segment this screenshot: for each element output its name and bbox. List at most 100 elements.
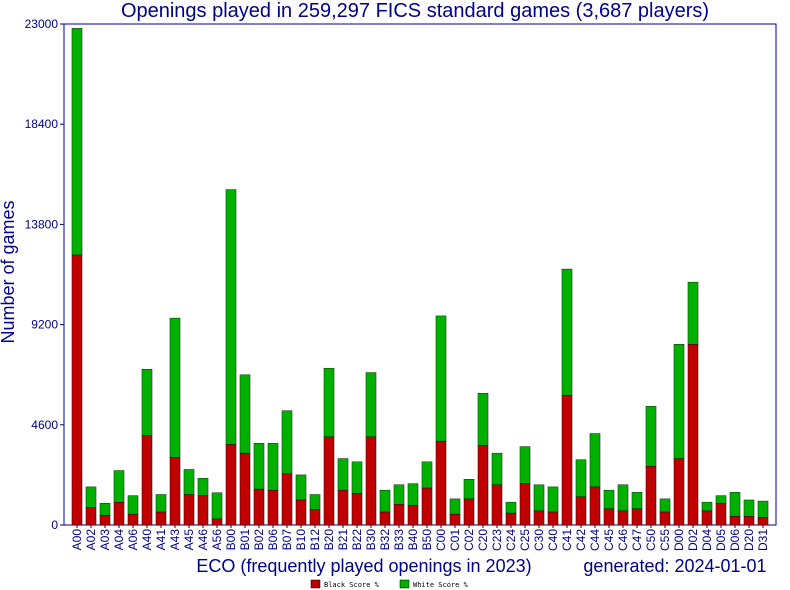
x-tick-label: B33	[392, 529, 406, 551]
x-tick-label: A43	[168, 529, 182, 551]
bar-white-B33	[393, 484, 405, 505]
x-tick-label: C44	[588, 529, 602, 551]
bar-black-C02	[463, 498, 475, 526]
bar-black-D06	[729, 516, 741, 526]
y-tick-label: 4600	[31, 418, 58, 432]
x-tick-label: A00	[70, 529, 84, 551]
bar-black-A00	[71, 254, 83, 526]
bar-black-C30	[533, 510, 545, 526]
bar-white-C41	[561, 268, 573, 396]
x-tick-label: A06	[126, 529, 140, 551]
bar-black-C41	[561, 395, 573, 526]
bar-black-C44	[589, 486, 601, 526]
bar-black-C25	[519, 483, 531, 526]
bar-white-A00	[71, 28, 83, 256]
bar-white-C02	[463, 479, 475, 500]
bar-black-A03	[99, 514, 111, 526]
bar-white-C45	[603, 489, 615, 509]
bar-black-C23	[491, 484, 503, 526]
bar-white-A03	[99, 503, 111, 516]
bar-black-D05	[715, 503, 727, 526]
bars	[71, 28, 769, 526]
bar-black-C46	[617, 510, 629, 526]
x-tick-label: B50	[420, 529, 434, 551]
bar-black-B12	[309, 509, 321, 526]
x-tick-label: B01	[238, 529, 252, 551]
x-tick-label: C47	[630, 529, 644, 551]
x-tick-label: C40	[546, 529, 560, 551]
bar-black-C00	[435, 440, 447, 526]
chart-title: Openings played in 259,297 FICS standard…	[121, 0, 709, 22]
x-tick-label: C30	[532, 529, 546, 551]
x-axis: A00 A02 A03 A04 A06 A40 A41 A43 A45 A46 A56 B00 B01 B…	[70, 525, 770, 551]
x-tick-label: B00	[224, 529, 238, 551]
plot-frame	[63, 23, 777, 526]
bar-black-C55	[659, 511, 671, 526]
x-tick-label: A41	[154, 529, 168, 551]
bar-black-D02	[687, 344, 699, 526]
bar-white-B30	[365, 372, 377, 437]
bar-black-B21	[337, 489, 349, 526]
bar-black-C01	[449, 513, 461, 526]
x-tick-label: D00	[672, 529, 686, 551]
bar-white-C42	[575, 459, 587, 497]
y-tick-label: 0	[51, 518, 58, 532]
y-tick-label: 18400	[25, 117, 59, 131]
bar-white-B06	[267, 443, 279, 491]
x-tick-label: C50	[644, 529, 658, 551]
bar-white-D02	[687, 281, 699, 345]
bar-black-B32	[379, 511, 391, 526]
bar-white-D04	[701, 501, 713, 512]
y-tick-label: 13800	[25, 217, 59, 231]
bar-black-A41	[155, 511, 167, 526]
x-tick-label: D04	[700, 529, 714, 551]
bar-white-D05	[715, 495, 727, 504]
bar-white-C24	[505, 501, 517, 514]
x-tick-label: C42	[574, 529, 588, 551]
bar-black-D00	[673, 458, 685, 526]
bar-black-B30	[365, 436, 377, 526]
x-axis-label: ECO (frequently played openings in 2023)	[196, 556, 531, 576]
x-tick-label: A40	[140, 529, 154, 551]
x-tick-label: B40	[406, 529, 420, 551]
x-tick-label: C41	[560, 529, 574, 551]
bar-white-C25	[519, 446, 531, 484]
bar-black-A56	[211, 518, 223, 526]
legend-label: White Score %	[413, 581, 469, 589]
x-tick-label: C55	[658, 529, 672, 551]
x-tick-label: C46	[616, 529, 630, 551]
legend-label: Black Score %	[324, 581, 380, 589]
bar-white-B50	[421, 461, 433, 489]
bar-white-B22	[351, 461, 363, 494]
bar-white-C40	[547, 486, 559, 513]
x-tick-label: B02	[252, 529, 266, 551]
bar-black-A40	[141, 435, 153, 526]
bar-black-B40	[407, 505, 419, 526]
x-tick-label: A04	[112, 529, 126, 551]
bar-white-C01	[449, 498, 461, 515]
x-tick-label: A02	[84, 529, 98, 551]
bar-black-A02	[85, 507, 97, 526]
x-tick-label: B12	[308, 529, 322, 551]
x-tick-label: A56	[210, 529, 224, 551]
bar-white-B07	[281, 410, 293, 475]
bar-black-B50	[421, 487, 433, 526]
bar-black-B22	[351, 493, 363, 526]
bar-white-C47	[631, 492, 643, 509]
bar-black-B07	[281, 473, 293, 526]
bar-white-A41	[155, 494, 167, 513]
bar-white-C50	[645, 406, 657, 467]
bar-white-D31	[757, 500, 769, 518]
bar-black-A46	[197, 495, 209, 526]
bar-black-C45	[603, 508, 615, 526]
bar-white-C20	[477, 393, 489, 446]
bar-black-D20	[743, 516, 755, 526]
bar-white-B10	[295, 474, 307, 501]
bar-white-B20	[323, 367, 335, 437]
bar-black-D04	[701, 510, 713, 526]
bar-black-A04	[113, 501, 125, 526]
bar-white-D00	[673, 344, 685, 459]
x-tick-label: B20	[322, 529, 336, 551]
x-tick-label: A03	[98, 529, 112, 551]
